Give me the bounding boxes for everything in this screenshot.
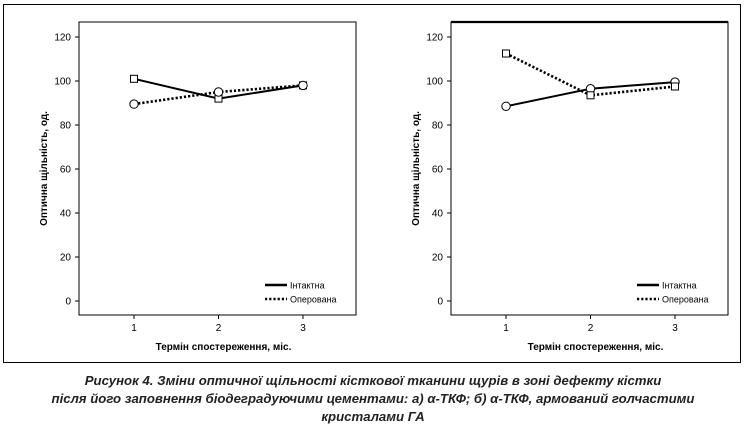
chart-b-series-2-point bbox=[671, 82, 679, 91]
figure-caption: Рисунок 4. Зміни оптичної щільності кіст… bbox=[0, 372, 746, 426]
chart-b-y-tick-label: 40 bbox=[432, 209, 444, 220]
chart-b-y-tick-label: 0 bbox=[437, 297, 443, 308]
chart-b-series-2-point bbox=[502, 49, 510, 58]
chart-a-y-tick-label: 120 bbox=[54, 33, 71, 44]
chart-b-series-2-point bbox=[586, 91, 595, 100]
chart-a-x-tick-label: 3 bbox=[300, 323, 306, 334]
chart-a: 0 20 40 60 80 100 120 1 2 3 Термін спостереження, … bbox=[39, 21, 357, 353]
chart-a-plot-area bbox=[78, 21, 357, 316]
chart-a-series-2-point bbox=[129, 99, 139, 109]
caption-line-1: Рисунок 4. Зміни оптичної щільності кіст… bbox=[84, 373, 662, 388]
chart-b-y-tick-label: 80 bbox=[432, 121, 444, 132]
chart-b-series-1-point bbox=[501, 101, 511, 112]
chart-b-x-axis-label: Термін спостереження, міс. bbox=[528, 342, 664, 353]
chart-b-y-tick-label: 20 bbox=[432, 253, 444, 264]
chart-b-y-axis-label: Оптична щільність, од. bbox=[411, 111, 422, 226]
chart-a-x-tick-label: 2 bbox=[216, 323, 222, 334]
chart-a-x-axis-label: Термін спостереження, міс. bbox=[156, 342, 292, 353]
chart-b-legend-label-1: Інтактна bbox=[662, 281, 697, 291]
chart-a-y-tick-label: 60 bbox=[60, 165, 72, 176]
chart-b-legend-label-2: Оперована bbox=[662, 295, 709, 305]
caption-line-3: кристалами ГА bbox=[321, 409, 425, 424]
chart-b-y-tick-label: 100 bbox=[426, 77, 443, 88]
chart-a-y-axis-label: Оптична щільність, од. bbox=[39, 111, 50, 226]
chart-a-legend-label-1: Інтактна bbox=[290, 281, 325, 291]
chart-b-x-tick-label: 2 bbox=[588, 323, 594, 334]
chart-b-plot-area bbox=[450, 21, 729, 316]
chart-a-legend-label-2: Оперована bbox=[290, 295, 337, 305]
chart-a-x-tick-label: 1 bbox=[131, 323, 137, 334]
chart-b-y-tick-label: 60 bbox=[432, 165, 444, 176]
chart-b-y-tick-label: 120 bbox=[426, 33, 443, 44]
chart-b-x-tick-label: 1 bbox=[503, 323, 509, 334]
chart-a-y-tick-label: 40 bbox=[60, 209, 72, 220]
chart-a-y-tick-label: 100 bbox=[54, 77, 71, 88]
chart-a-series-1-point bbox=[130, 74, 138, 83]
chart-b: 0 20 40 60 80 100 120 1 2 3 Термін спостереження, … bbox=[411, 20, 729, 353]
chart-a-y-tick-label: 0 bbox=[65, 297, 71, 308]
chart-b-x-tick-label: 3 bbox=[672, 323, 678, 334]
figure-frame bbox=[3, 4, 741, 363]
chart-a-y-tick-label: 20 bbox=[60, 253, 72, 264]
chart-a-series-2-point bbox=[213, 87, 224, 97]
caption-line-2: після його заповнення біодеградуючими це… bbox=[51, 391, 695, 406]
chart-a-y-tick-label: 80 bbox=[60, 121, 72, 132]
chart-a-series-2-point bbox=[298, 80, 308, 91]
